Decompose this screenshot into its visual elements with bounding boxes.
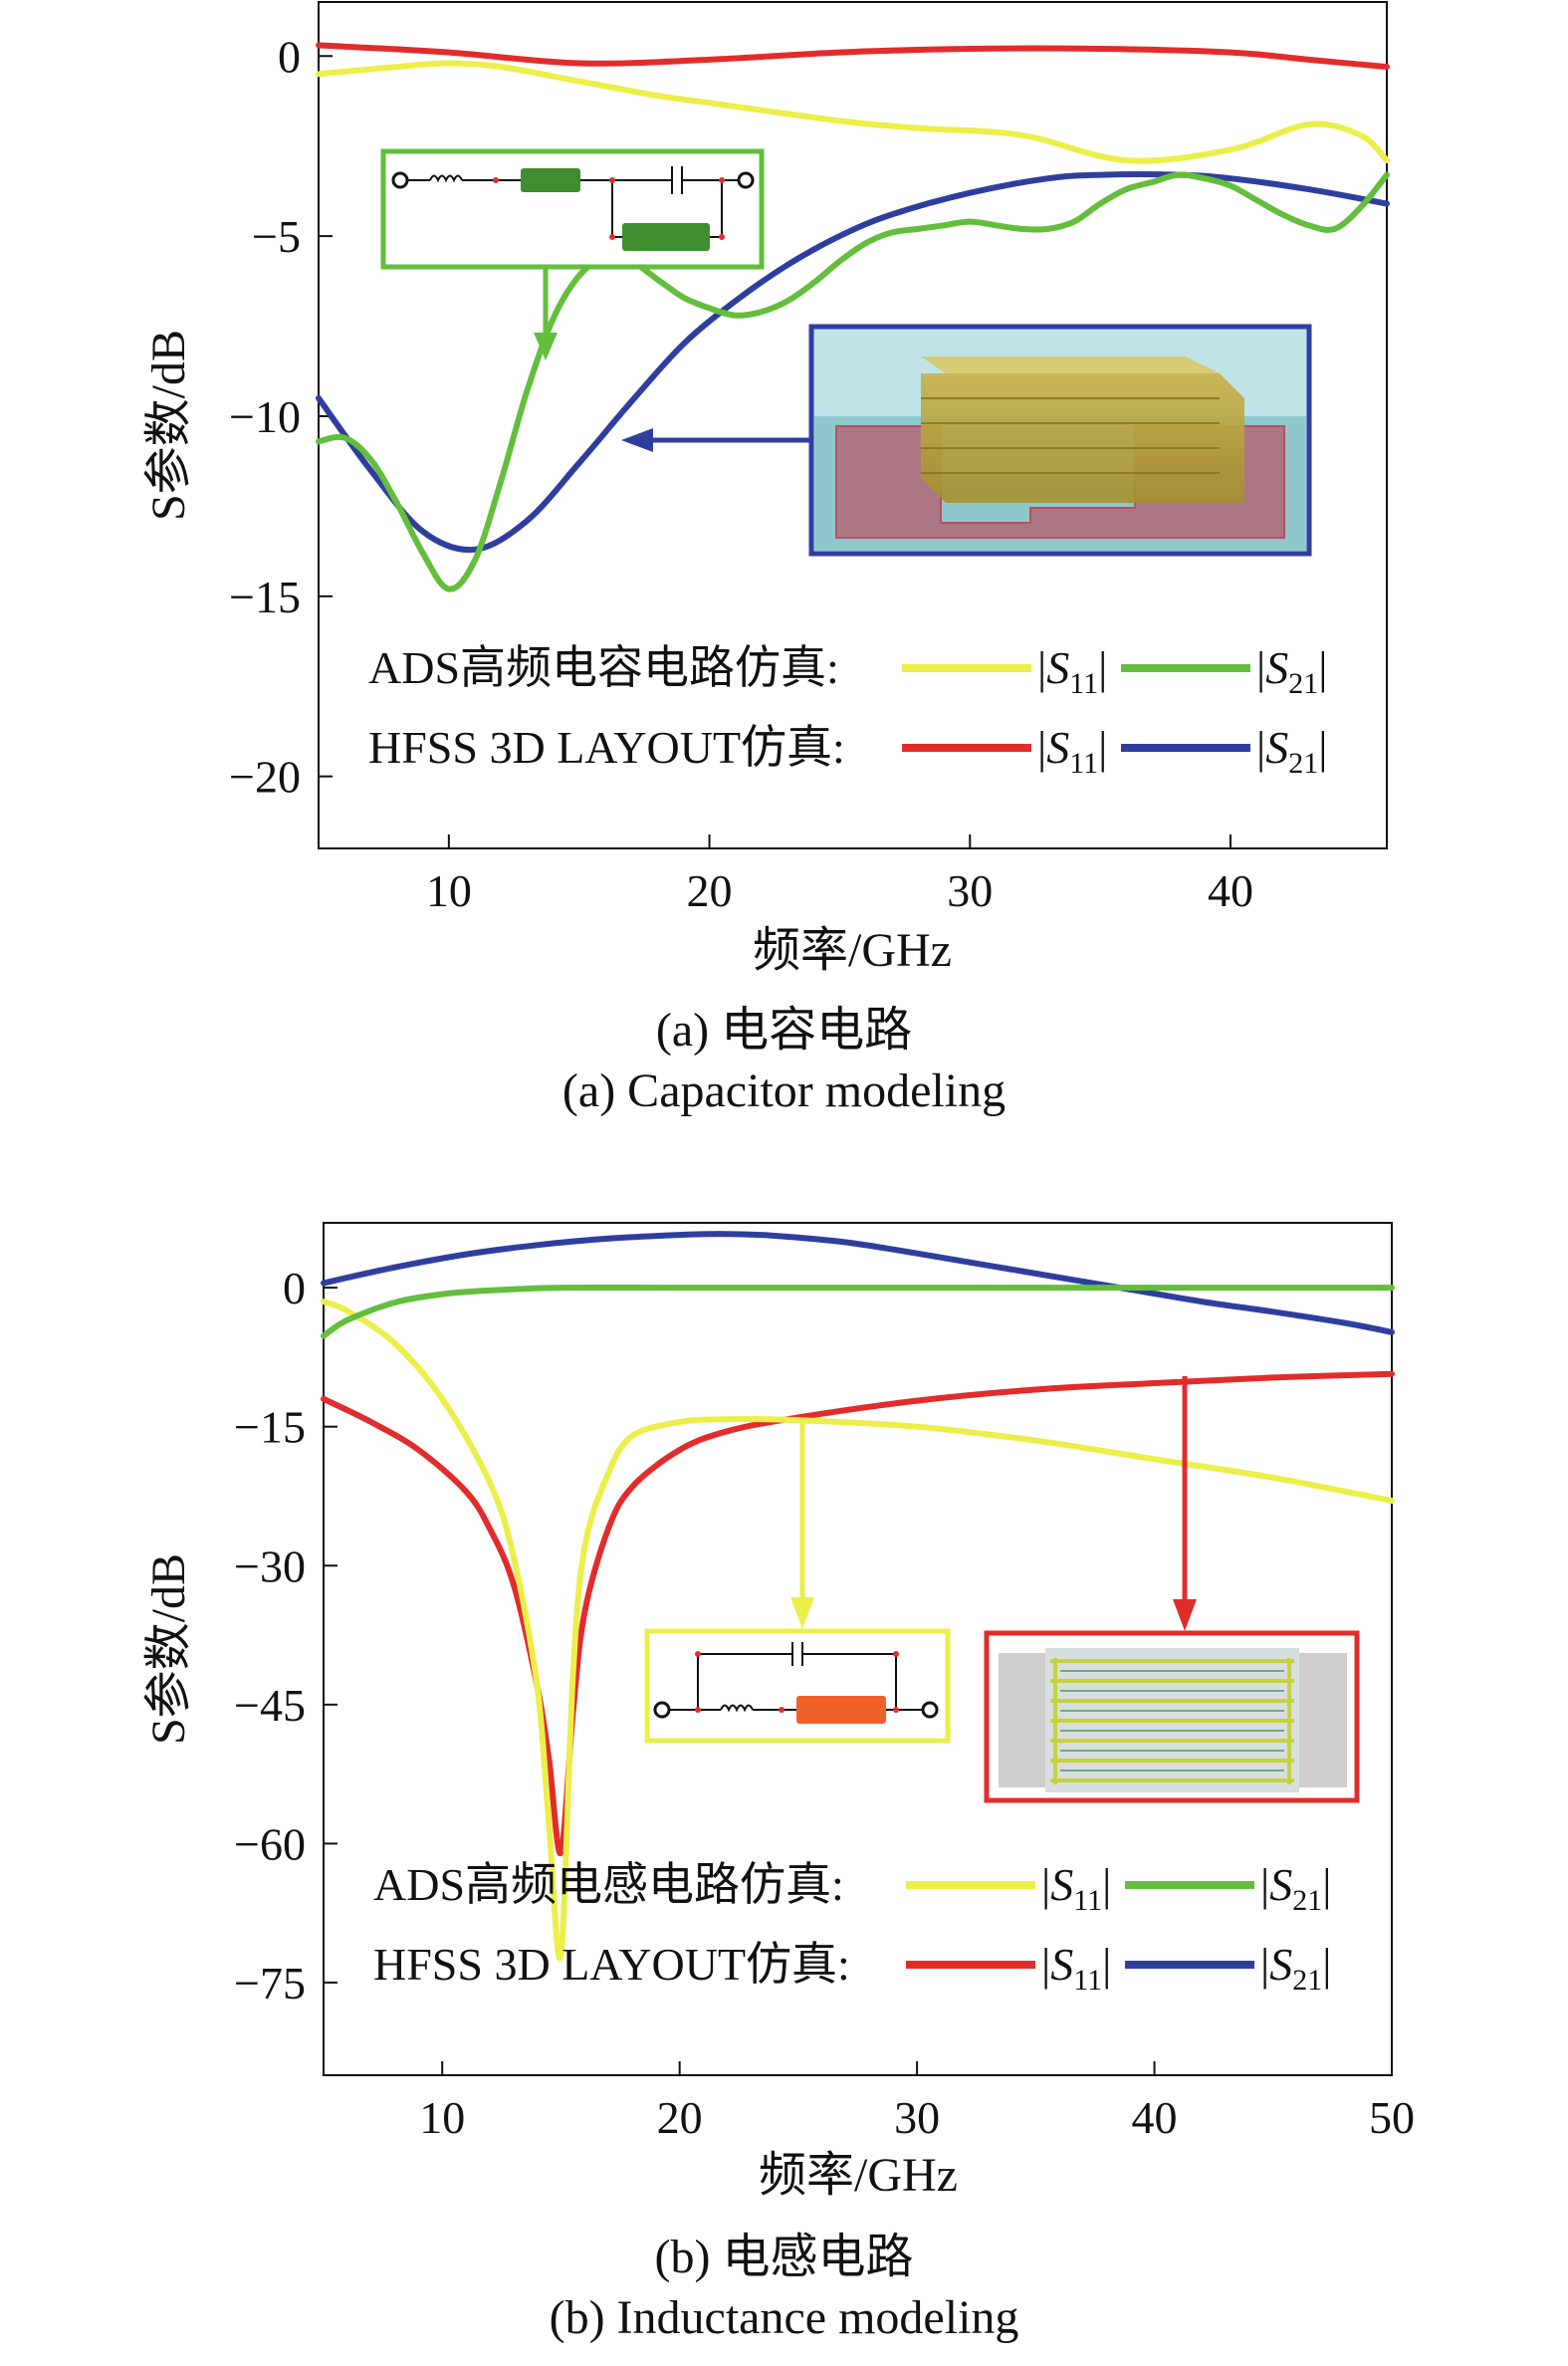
- chart-b-xlabel: 频率/GHz: [759, 2149, 958, 2202]
- chart-a-ticks: 10 20 30 40 0 −5 −10 −15 −20: [229, 31, 1253, 916]
- chart-b-frame: [323, 1222, 1393, 2076]
- x-tick-label: 20: [657, 2092, 703, 2143]
- y-tick-label: −30: [234, 1540, 306, 1591]
- series-line-hfss-s21: [321, 1231, 1395, 1335]
- x-tick-label: 30: [894, 2092, 940, 2143]
- series-line-ads-s21: [316, 171, 1390, 592]
- y-tick-label: −20: [229, 752, 301, 803]
- y-tick-label: 0: [278, 31, 301, 82]
- x-tick-label: 10: [426, 865, 472, 916]
- legend-hfss-s11-label: |S11|: [1037, 722, 1107, 780]
- inductor-circuit-arrow: [790, 1419, 814, 1629]
- y-tick-label: −60: [234, 1818, 306, 1869]
- series-line-ads-s11: [316, 60, 1390, 164]
- chart-a-caption-cn: (a) 电容电路: [655, 1004, 913, 1057]
- y-tick-label: −5: [252, 211, 301, 262]
- y-tick-label: −15: [229, 572, 301, 622]
- chart-a-legend: ADS高频电容电路仿真: |S11| |S21| HFSS 3D LAYOUT仿…: [368, 642, 1327, 780]
- y-tick-label: −15: [234, 1402, 306, 1453]
- y-tick-label: −10: [229, 391, 301, 442]
- legend-hfss-label: HFSS 3D LAYOUT仿真:: [373, 1939, 850, 1990]
- chart-b-ylabel: S参数/dB: [142, 1553, 195, 1745]
- capacitor-model-arrow: [621, 428, 811, 452]
- chart-a-ylabel: S参数/dB: [142, 330, 195, 521]
- x-tick-label: 20: [687, 865, 733, 916]
- chart-a: 10 20 30 40 0 −5 −10 −15 −20: [142, 1, 1390, 977]
- series-line-hfss-s11: [321, 1370, 1395, 1856]
- inductor-3d-model-inset: [984, 1630, 1360, 1803]
- legend-ads-s21-label: |S21|: [1256, 642, 1327, 700]
- chart-b-ticks: 10 20 30 40 50 0 −15 −30 −45 −60 −75: [234, 1263, 1415, 2143]
- legend-hfss-s21-label: |S21|: [1260, 1939, 1331, 1997]
- inductor-circuit-inset: [644, 1628, 951, 1744]
- legend-ads-label: ADS高频电容电路仿真:: [368, 642, 839, 693]
- chart-b-curves: [321, 1231, 1395, 1962]
- y-tick-label: 0: [283, 1263, 306, 1313]
- x-tick-label: 40: [1132, 2092, 1178, 2143]
- legend-ads-s21-label: |S21|: [1260, 1859, 1331, 1917]
- x-tick-label: 30: [947, 865, 993, 916]
- y-tick-label: −45: [234, 1680, 306, 1731]
- chart-a-xlabel: 频率/GHz: [753, 924, 952, 977]
- capacitor-3d-model-inset: [808, 324, 1312, 557]
- capacitor-circuit-inset: [380, 148, 765, 270]
- chart-b-legend: ADS高频电感电路仿真: |S11| |S21| HFSS 3D LAYOUT仿…: [373, 1859, 1331, 1997]
- legend-ads-s11-label: |S11|: [1041, 1859, 1111, 1917]
- legend-ads-s11-label: |S11|: [1037, 642, 1107, 700]
- chart-b-caption-cn: (b) 电感电路: [654, 2231, 914, 2283]
- legend-hfss-s11-label: |S11|: [1041, 1939, 1111, 1997]
- legend-hfss-s21-label: |S21|: [1256, 722, 1327, 780]
- chart-a-frame: [318, 1, 1388, 849]
- inductor-model-arrow: [1173, 1376, 1197, 1631]
- capacitor-circuit-arrow: [534, 267, 558, 360]
- x-tick-label: 10: [419, 2092, 465, 2143]
- chart-a-caption-en: (a) Capacitor modeling: [561, 1065, 1007, 1117]
- chart-b: 10 20 30 40 50 0 −15 −30 −45 −60 −75: [142, 1222, 1415, 2202]
- series-line-ads-s11: [321, 1299, 1395, 1962]
- x-tick-label: 50: [1369, 2092, 1415, 2143]
- legend-hfss-label: HFSS 3D LAYOUT仿真:: [368, 722, 845, 773]
- y-tick-label: −75: [234, 1958, 306, 2009]
- chart-b-caption-en: (b) Inductance modeling: [549, 2291, 1019, 2344]
- series-line-ads-s21: [321, 1284, 1395, 1339]
- series-line-hfss-s11: [316, 42, 1390, 71]
- x-tick-label: 40: [1208, 865, 1253, 916]
- legend-ads-label: ADS高频电感电路仿真:: [373, 1859, 844, 1910]
- chart-a-curves: [316, 42, 1390, 592]
